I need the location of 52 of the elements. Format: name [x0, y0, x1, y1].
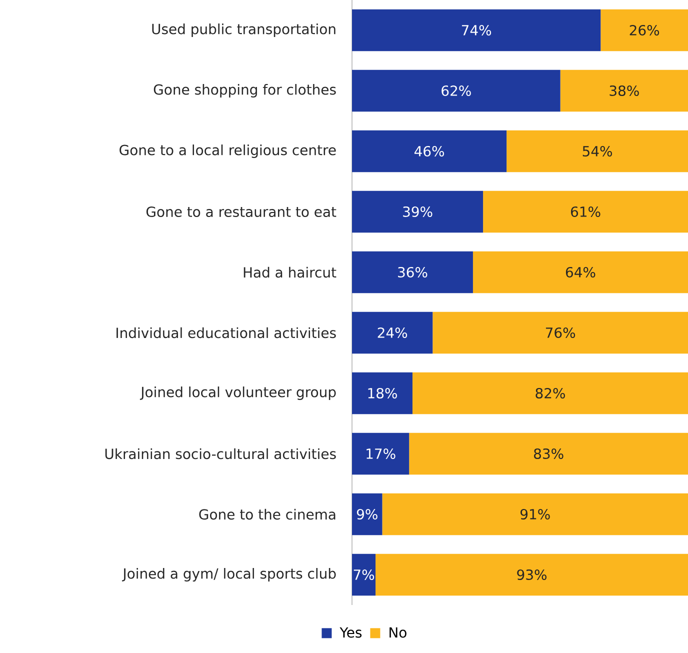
- bar: [483, 190, 688, 233]
- data-label: 64%: [566, 266, 596, 278]
- bar: [352, 9, 601, 52]
- data-label: 83%: [534, 448, 564, 460]
- legend-label: Yes: [340, 627, 362, 638]
- data-label: 74%: [462, 24, 492, 36]
- data-label: 24%: [378, 327, 408, 338]
- data-label: 54%: [582, 146, 612, 157]
- data-label: 61%: [571, 206, 600, 218]
- bar: [472, 251, 688, 294]
- bar: [432, 312, 688, 354]
- data-label: 93%: [517, 569, 546, 580]
- bar: [600, 9, 688, 52]
- bar: [352, 554, 376, 596]
- data-label: 18%: [368, 388, 397, 399]
- y-tick-label: Gone to a local religious centre: [120, 144, 336, 158]
- bar: [412, 372, 688, 414]
- y-tick-label: Gone to the cinema: [199, 508, 336, 520]
- bar: [560, 70, 688, 112]
- data-label: 7%: [354, 569, 374, 580]
- bar: [382, 493, 688, 536]
- bar: [352, 432, 410, 475]
- data-label: 9%: [356, 508, 378, 520]
- y-tick-label: Individual educational activities: [116, 327, 336, 338]
- data-label: 36%: [398, 266, 428, 278]
- data-label: 26%: [630, 24, 660, 36]
- legend-label: No: [390, 627, 406, 638]
- data-label: 46%: [414, 146, 444, 157]
- y-tick-label: Gone to a restaurant to eat: [146, 206, 336, 218]
- bar: [506, 130, 688, 172]
- data-label: 17%: [366, 448, 396, 460]
- bar: [352, 130, 507, 172]
- data-label: 38%: [610, 85, 639, 96]
- bar: [376, 554, 688, 596]
- data-label: 82%: [536, 388, 565, 399]
- bar: [352, 312, 433, 354]
- bar: [352, 372, 412, 414]
- bar: [352, 493, 382, 536]
- y-tick-label: Joined a gym/ local sports club: [122, 568, 336, 582]
- bar: [409, 432, 688, 475]
- data-label: 39%: [403, 206, 432, 218]
- y-tick-label: Had a haircut: [244, 266, 336, 278]
- bar: [352, 190, 484, 233]
- y-tick-label: Joined local volunteer group: [140, 386, 336, 400]
- bar: [352, 251, 473, 294]
- data-label: 62%: [442, 85, 471, 96]
- data-label: 91%: [520, 508, 550, 520]
- data-label: 76%: [546, 327, 576, 338]
- y-tick-label: Used public transportation: [152, 23, 336, 37]
- bar: [352, 70, 560, 112]
- y-tick-label: Gone shopping for clothes: [154, 84, 336, 98]
- y-tick-label: Ukrainian socio-cultural activities: [105, 448, 336, 460]
